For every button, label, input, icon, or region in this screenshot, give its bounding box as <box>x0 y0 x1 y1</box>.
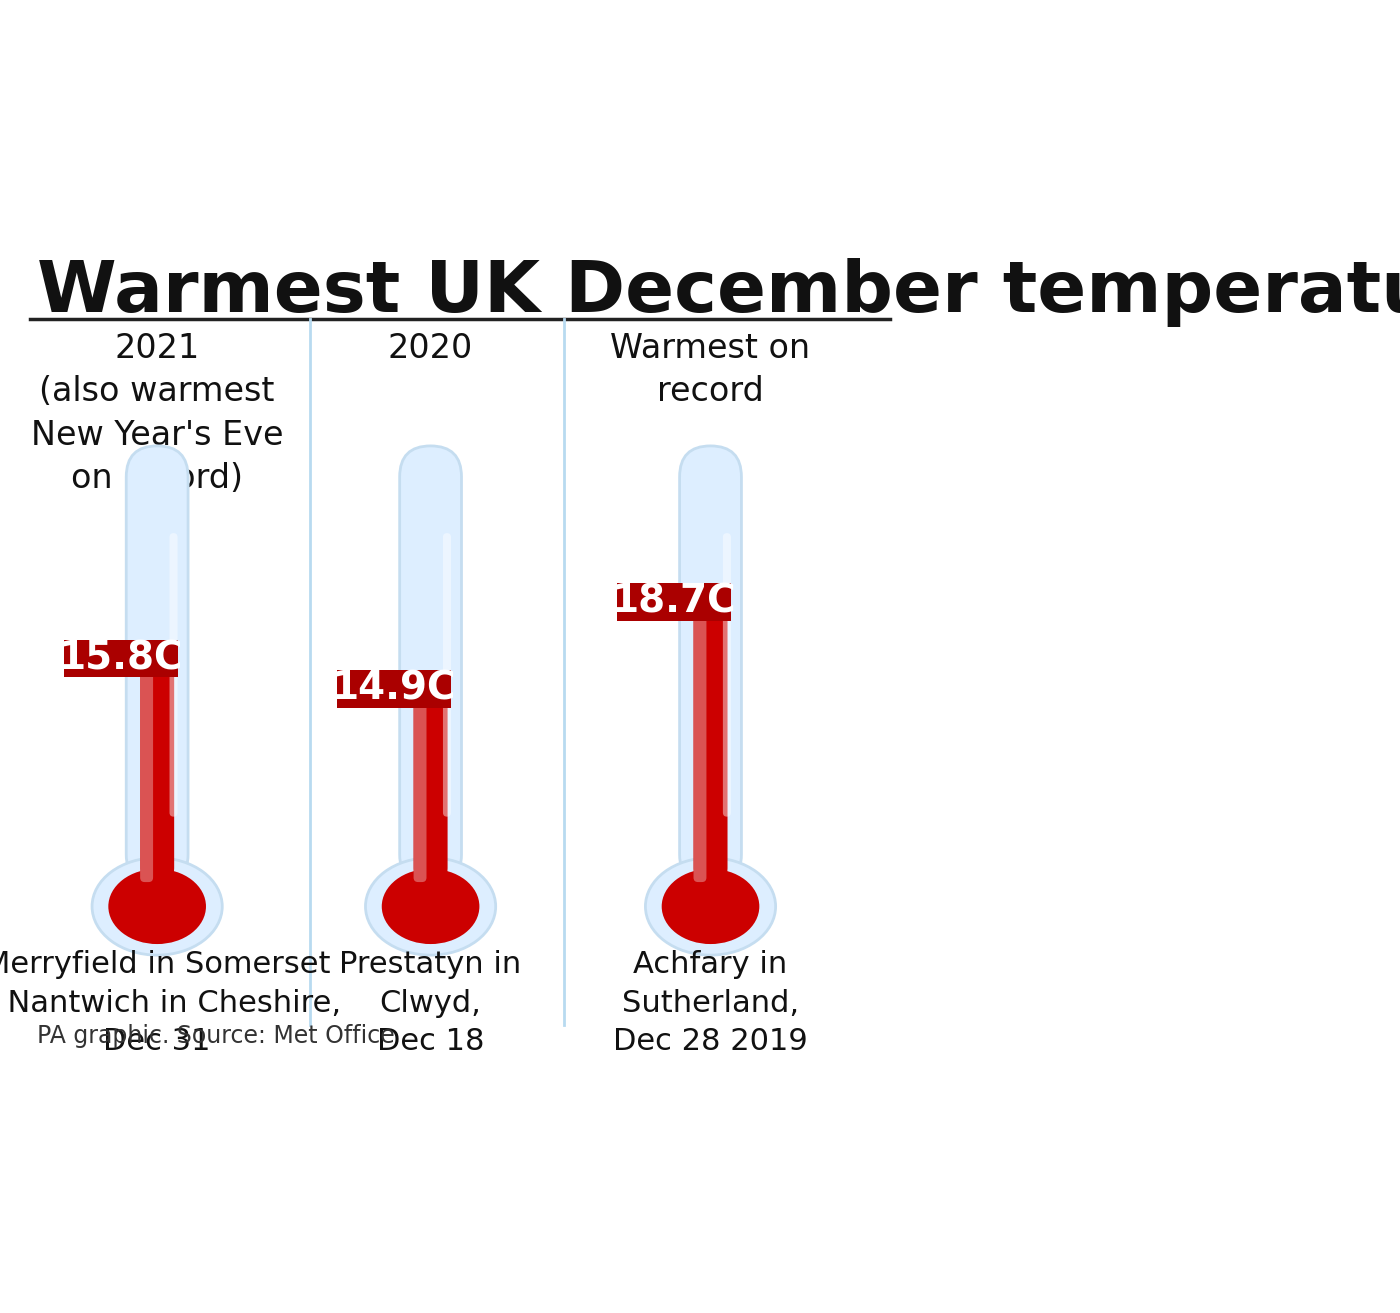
FancyBboxPatch shape <box>442 533 451 817</box>
Text: Achfary in
Sutherland,
Dec 28 2019: Achfary in Sutherland, Dec 28 2019 <box>613 951 808 1056</box>
FancyBboxPatch shape <box>140 642 174 882</box>
FancyBboxPatch shape <box>617 583 731 621</box>
FancyBboxPatch shape <box>722 533 731 817</box>
Text: PA graphic. Source: Met Office: PA graphic. Source: Met Office <box>36 1024 395 1048</box>
Ellipse shape <box>92 857 223 955</box>
Text: 18.7C: 18.7C <box>612 583 736 621</box>
Ellipse shape <box>676 886 720 919</box>
FancyBboxPatch shape <box>413 672 427 882</box>
Ellipse shape <box>365 857 496 955</box>
Ellipse shape <box>108 869 206 944</box>
FancyBboxPatch shape <box>679 446 742 885</box>
Text: Prestatyn in
Clwyd,
Dec 18: Prestatyn in Clwyd, Dec 18 <box>339 951 522 1056</box>
Ellipse shape <box>382 869 479 944</box>
Text: 2021
(also warmest
New Year's Eve
on record): 2021 (also warmest New Year's Eve on rec… <box>31 332 283 495</box>
FancyBboxPatch shape <box>126 446 188 885</box>
Ellipse shape <box>396 886 441 919</box>
Ellipse shape <box>645 857 776 955</box>
Text: 14.9C: 14.9C <box>332 670 456 708</box>
FancyBboxPatch shape <box>337 670 451 708</box>
FancyBboxPatch shape <box>399 446 462 885</box>
FancyBboxPatch shape <box>413 672 448 882</box>
FancyBboxPatch shape <box>693 586 728 882</box>
Text: 2020: 2020 <box>388 332 473 365</box>
FancyBboxPatch shape <box>140 642 153 882</box>
FancyBboxPatch shape <box>169 533 178 817</box>
FancyBboxPatch shape <box>64 639 178 678</box>
Text: Warmest UK December temperatures: Warmest UK December temperatures <box>36 259 1400 327</box>
Text: Merryfield in Somerset
& Nantwich in Cheshire,
Dec 31: Merryfield in Somerset & Nantwich in Che… <box>0 951 340 1056</box>
Text: Warmest on
record: Warmest on record <box>610 332 811 408</box>
FancyBboxPatch shape <box>693 586 707 882</box>
Ellipse shape <box>662 869 759 944</box>
Text: 15.8C: 15.8C <box>59 639 183 678</box>
Ellipse shape <box>123 886 167 919</box>
